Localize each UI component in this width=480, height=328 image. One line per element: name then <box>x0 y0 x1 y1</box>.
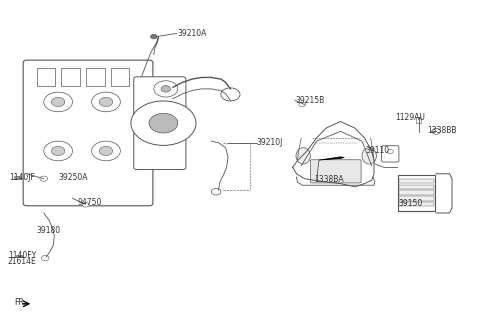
Bar <box>111 68 130 86</box>
Text: 39110: 39110 <box>365 146 390 155</box>
Text: 1338BA: 1338BA <box>314 175 344 184</box>
Circle shape <box>161 86 170 92</box>
Polygon shape <box>319 157 344 160</box>
Circle shape <box>44 141 72 161</box>
Bar <box>36 68 55 86</box>
Text: 1129AU: 1129AU <box>396 113 425 122</box>
Bar <box>14 176 21 179</box>
Bar <box>399 179 434 183</box>
Text: 39150: 39150 <box>399 199 423 208</box>
FancyBboxPatch shape <box>134 77 186 170</box>
Text: 39250A: 39250A <box>58 173 88 182</box>
Circle shape <box>131 101 196 145</box>
Circle shape <box>51 146 65 155</box>
FancyBboxPatch shape <box>311 160 361 183</box>
Text: 94750: 94750 <box>77 198 102 207</box>
Bar <box>399 202 434 206</box>
Circle shape <box>44 92 72 112</box>
Circle shape <box>221 88 240 101</box>
Text: 1140FY: 1140FY <box>8 251 36 260</box>
Bar <box>61 68 80 86</box>
Circle shape <box>387 150 393 154</box>
Circle shape <box>92 92 120 112</box>
Bar <box>399 196 434 201</box>
Text: 1338BB: 1338BB <box>428 126 457 135</box>
Bar <box>399 185 434 189</box>
Bar <box>398 175 435 211</box>
Circle shape <box>92 141 120 161</box>
Circle shape <box>99 146 113 155</box>
Bar <box>399 191 434 195</box>
Text: FR.: FR. <box>14 298 26 307</box>
Circle shape <box>154 81 178 97</box>
Circle shape <box>149 113 178 133</box>
Text: 39180: 39180 <box>36 226 60 236</box>
Text: 1140JF: 1140JF <box>9 173 35 182</box>
Circle shape <box>51 97 65 107</box>
Bar <box>16 255 22 257</box>
Circle shape <box>432 128 441 134</box>
Circle shape <box>151 34 157 39</box>
Text: 39215B: 39215B <box>295 96 324 105</box>
Circle shape <box>211 189 221 195</box>
Circle shape <box>41 256 49 261</box>
Circle shape <box>299 102 306 107</box>
Bar <box>416 117 421 123</box>
Bar <box>86 68 105 86</box>
Circle shape <box>40 176 48 181</box>
Circle shape <box>99 97 113 107</box>
Ellipse shape <box>362 148 376 164</box>
FancyBboxPatch shape <box>382 146 399 162</box>
FancyBboxPatch shape <box>23 60 153 206</box>
Circle shape <box>83 203 89 207</box>
Text: 21614E: 21614E <box>8 257 36 266</box>
Ellipse shape <box>296 148 311 164</box>
Text: 39210J: 39210J <box>257 138 283 147</box>
Text: 39210A: 39210A <box>178 29 207 38</box>
